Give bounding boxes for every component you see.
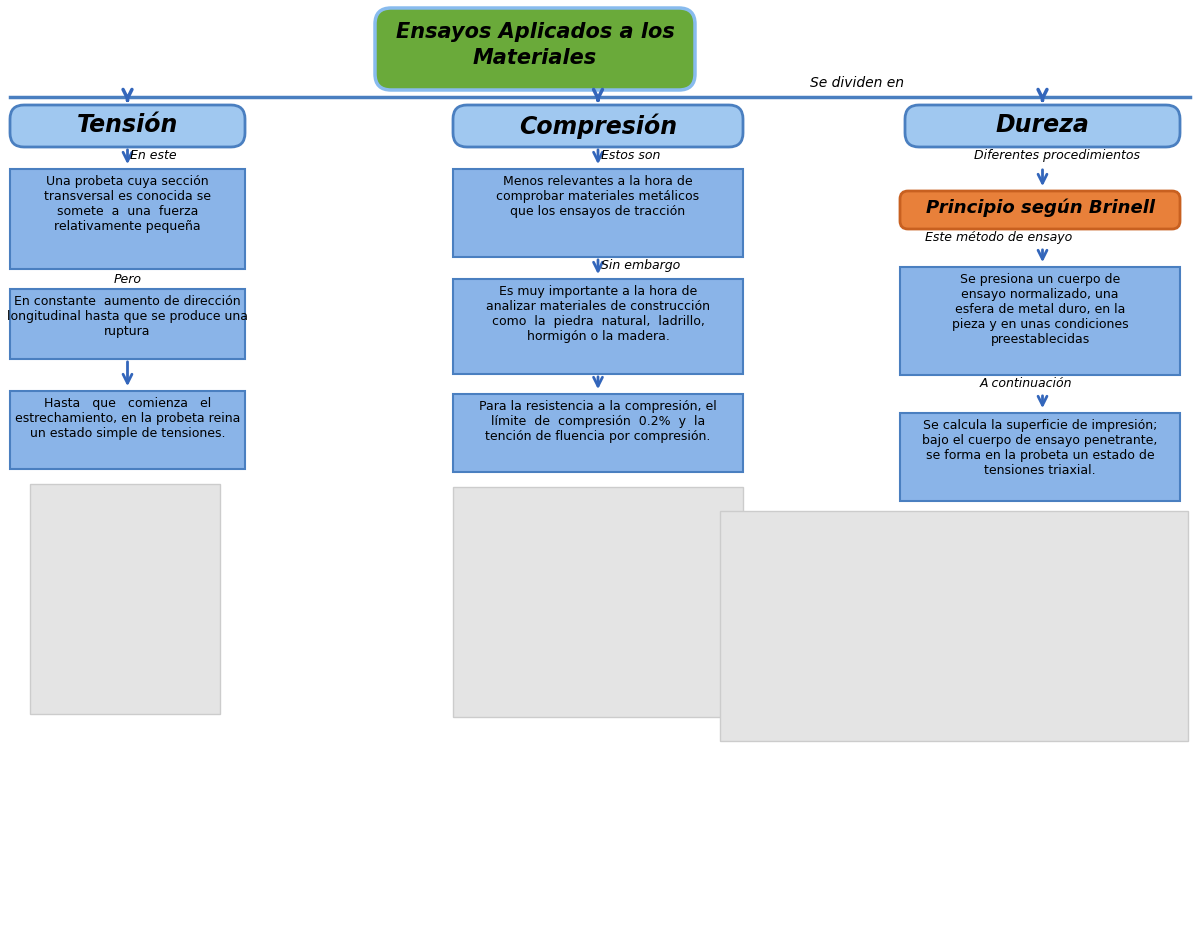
FancyBboxPatch shape: [905, 105, 1180, 147]
Bar: [10, 289, 245, 359]
Bar: [900, 267, 1180, 375]
Text: Dureza: Dureza: [996, 113, 1090, 137]
Text: Diferentes procedimientos: Diferentes procedimientos: [974, 149, 1140, 162]
Text: Compresión: Compresión: [518, 113, 677, 138]
Text: A continuación: A continuación: [980, 377, 1073, 390]
Bar: [720, 511, 1188, 741]
Text: Se presiona un cuerpo de
ensayo normalizado, una
esfera de metal duro, en la
pie: Se presiona un cuerpo de ensayo normaliz…: [952, 273, 1128, 346]
Text: Se calcula la superficie de impresión;
bajo el cuerpo de ensayo penetrante,
se f: Se calcula la superficie de impresión; b…: [923, 419, 1158, 477]
Text: Materiales: Materiales: [473, 48, 598, 68]
Text: Ensayos Aplicados a los: Ensayos Aplicados a los: [396, 22, 674, 42]
Text: Principio según Brinell: Principio según Brinell: [925, 198, 1154, 217]
Text: Una probeta cuya sección
transversal es conocida se
somete  a  una  fuerza
relat: Una probeta cuya sección transversal es …: [44, 175, 211, 233]
Text: Menos relevantes a la hora de
comprobar materiales metálicos
que los ensayos de : Menos relevantes a la hora de comprobar …: [497, 175, 700, 218]
Text: Sin embargo: Sin embargo: [601, 259, 680, 272]
Text: En constante  aumento de dirección
longitudinal hasta que se produce una
ruptura: En constante aumento de dirección longit…: [7, 295, 248, 338]
Bar: [454, 169, 743, 257]
FancyBboxPatch shape: [374, 8, 695, 90]
Text: Hasta   que   comienza   el
estrechamiento, en la probeta reina
un estado simple: Hasta que comienza el estrechamiento, en…: [14, 397, 240, 440]
Bar: [454, 279, 743, 374]
Text: Para la resistencia a la compresión, el
límite  de  compresión  0.2%  y  la
tenc: Para la resistencia a la compresión, el …: [479, 400, 716, 443]
FancyBboxPatch shape: [10, 105, 245, 147]
Bar: [454, 394, 743, 472]
Text: Se dividen en: Se dividen en: [810, 76, 904, 90]
FancyBboxPatch shape: [900, 191, 1180, 229]
Bar: [10, 169, 245, 269]
Text: Pero: Pero: [114, 273, 142, 286]
Bar: [900, 413, 1180, 501]
Text: Tensión: Tensión: [77, 113, 178, 137]
Text: Estos son: Estos son: [601, 149, 660, 162]
Text: Es muy importante a la hora de
analizar materiales de construcción
como  la  pie: Es muy importante a la hora de analizar …: [486, 285, 710, 343]
Text: Este método de ensayo: Este método de ensayo: [925, 231, 1073, 244]
Bar: [30, 484, 220, 714]
Bar: [454, 487, 743, 717]
Text: En este: En este: [131, 149, 178, 162]
FancyBboxPatch shape: [454, 105, 743, 147]
Bar: [10, 391, 245, 469]
